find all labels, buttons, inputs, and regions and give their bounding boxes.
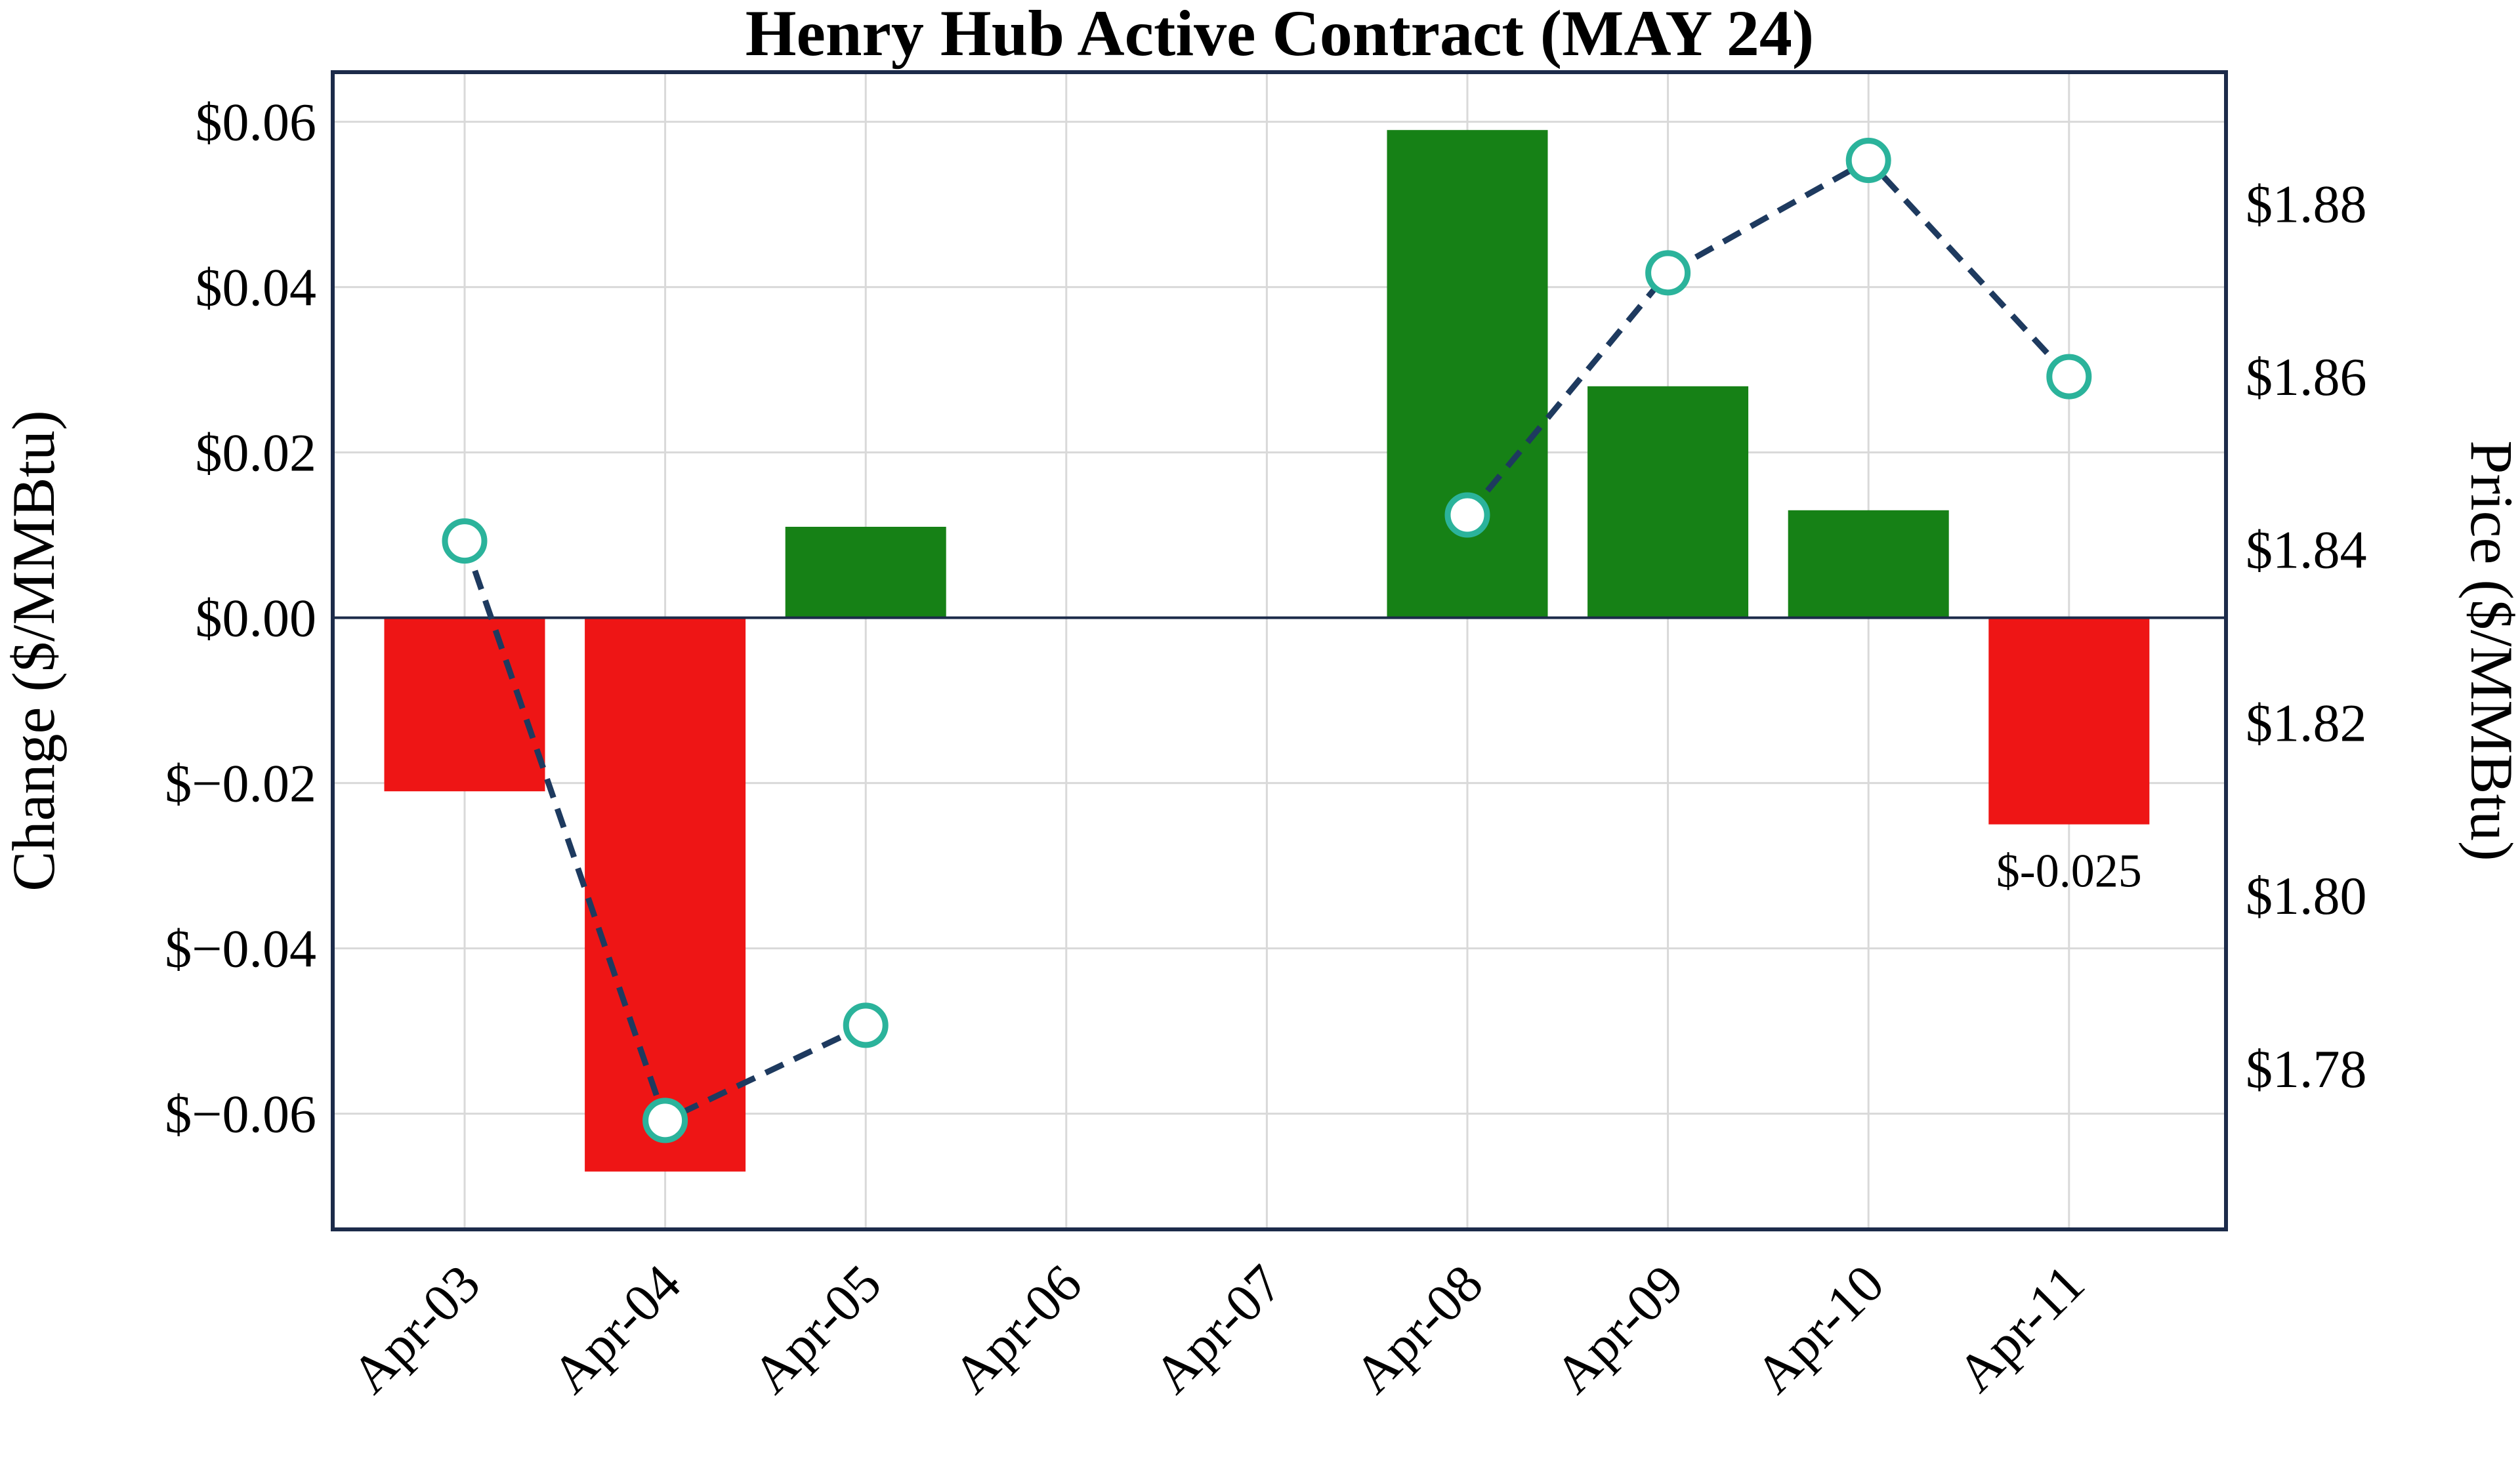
right-axis-tick-label: $1.84 <box>2246 520 2367 580</box>
change-bar <box>1587 386 1749 618</box>
right-axis-tick-label: $1.82 <box>2246 693 2367 752</box>
x-axis-tick-label: Apr-03 <box>340 1253 492 1405</box>
price-line-layer <box>442 137 2092 1143</box>
price-marker <box>1845 137 1891 183</box>
left-axis-tick-label: $−0.06 <box>165 1084 316 1144</box>
left-axis-tick-label: $0.02 <box>196 423 317 483</box>
change-bar <box>1988 617 2150 825</box>
x-axis-tick-label: Apr-04 <box>541 1253 692 1405</box>
x-axis-tick-label: Apr-11 <box>1946 1253 2096 1403</box>
change-bar <box>785 527 946 618</box>
plot-border <box>331 70 2228 1231</box>
bar-layer <box>384 130 2150 1172</box>
right-axis-tick-label: $1.86 <box>2246 347 2367 407</box>
right-axis-title: Price ($/MMBtu) <box>2458 440 2520 861</box>
x-axis-tick-label: Apr-08 <box>1343 1253 1494 1405</box>
axes-layer <box>331 70 2228 1231</box>
left-axis-tick-label: $−0.02 <box>165 754 316 813</box>
price-line-segment <box>1465 156 2072 517</box>
change-bar <box>1387 130 1548 618</box>
price-marker <box>1645 250 1691 296</box>
x-axis-tick-label: Apr-05 <box>741 1253 892 1405</box>
x-axis-tick-label: Apr-07 <box>1142 1253 1293 1405</box>
bar-value-annotation: $-0.025 <box>1996 845 2142 897</box>
left-axis-tick-label: $0.04 <box>196 258 317 318</box>
price-marker <box>1444 492 1490 538</box>
left-axis-tick-label: $0.06 <box>196 92 317 152</box>
x-axis-tick-label: Apr-06 <box>942 1253 1093 1405</box>
right-axis-tick-label: $1.80 <box>2246 866 2367 926</box>
change-bar <box>1788 510 1949 618</box>
change-bar <box>585 617 746 1172</box>
left-axis-tick-label: $−0.04 <box>165 919 316 979</box>
right-axis-tick-label: $1.78 <box>2246 1039 2367 1099</box>
price-marker <box>843 1002 889 1048</box>
price-marker <box>642 1098 688 1143</box>
x-axis-tick-label: Apr-10 <box>1744 1253 1895 1405</box>
price-marker <box>2046 354 2092 400</box>
left-axis-title: Change ($/MMBtu) <box>0 410 67 891</box>
right-axis-tick-label: $1.88 <box>2246 174 2367 234</box>
chart-title: Henry Hub Active Contract (MAY 24) <box>746 0 1814 70</box>
x-axis-tick-label: Apr-09 <box>1544 1253 1695 1405</box>
left-axis-tick-label: $0.00 <box>196 588 317 648</box>
price-marker <box>442 518 488 564</box>
